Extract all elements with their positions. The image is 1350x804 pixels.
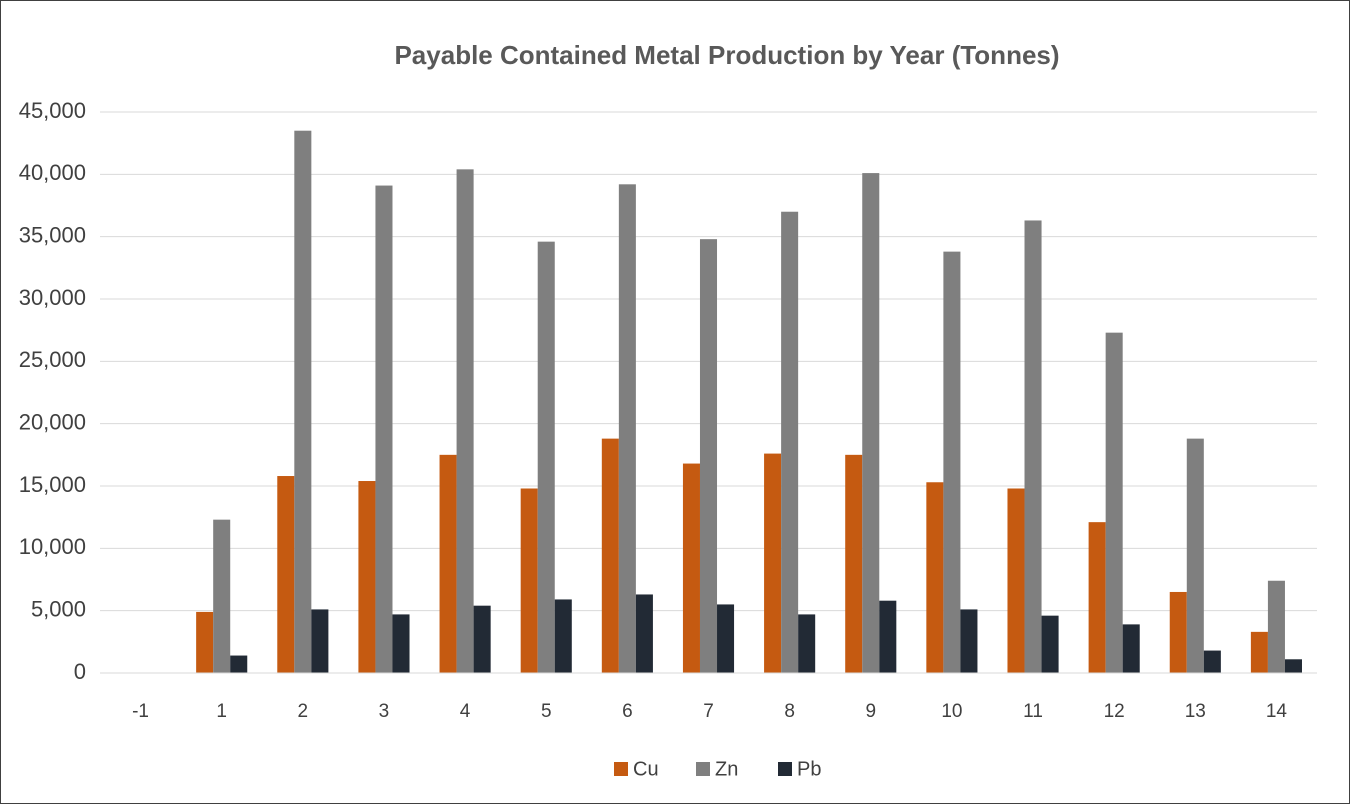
bar [717, 604, 735, 673]
y-tick-label: 45,000 [19, 98, 86, 123]
bar [879, 600, 897, 673]
x-tick-label: 2 [298, 701, 309, 722]
x-tick-label: 5 [541, 701, 552, 722]
bar [682, 463, 700, 673]
bar [537, 241, 555, 674]
x-tick-label: 9 [865, 701, 876, 722]
chart-title: Payable Contained Metal Production by Ye… [394, 40, 1059, 70]
y-tick-label: 10,000 [19, 534, 86, 559]
bar [1105, 332, 1123, 673]
x-tick-label: 3 [379, 701, 390, 722]
x-tick-label: 1 [216, 701, 227, 722]
x-tick-label: 13 [1185, 701, 1206, 722]
bar [311, 609, 329, 673]
y-tick-label: 0 [74, 659, 86, 684]
bar [392, 614, 410, 673]
x-tick-label: 12 [1104, 701, 1125, 722]
y-tick-label: 40,000 [19, 160, 86, 185]
y-tick-label: 25,000 [19, 347, 86, 372]
bar [439, 454, 457, 673]
bar [635, 594, 653, 673]
bar [764, 453, 782, 673]
bar [1250, 631, 1268, 673]
y-tick-label: 30,000 [19, 285, 86, 310]
x-tick-label: 10 [941, 701, 962, 722]
bar [798, 614, 816, 673]
legend-label: Pb [797, 758, 821, 780]
y-tick-label: 20,000 [19, 409, 86, 434]
bar [845, 454, 863, 673]
bar [1169, 591, 1187, 673]
bar [456, 169, 474, 673]
bar [781, 211, 799, 673]
bar [1267, 580, 1285, 673]
x-tick-label: 7 [703, 701, 714, 722]
x-tick-label: 6 [622, 701, 633, 722]
bar [473, 605, 491, 673]
bar [862, 173, 880, 673]
bar [196, 611, 214, 673]
bar [1284, 659, 1302, 673]
bar [1122, 624, 1140, 673]
bar [230, 655, 248, 673]
legend-label: Zn [715, 758, 738, 780]
x-tick-label: 11 [1023, 701, 1043, 722]
bar [554, 599, 572, 673]
bar [1088, 522, 1106, 673]
bar [601, 438, 619, 673]
bar [943, 251, 961, 674]
bar [1186, 438, 1204, 673]
bar [1041, 615, 1059, 673]
legend-swatch [614, 762, 628, 776]
bar [960, 609, 978, 673]
y-tick-label: 35,000 [19, 222, 86, 247]
x-tick-label: 8 [784, 701, 795, 722]
y-tick-label: 15,000 [19, 472, 86, 497]
x-tick-label: 4 [460, 701, 471, 722]
bar [213, 519, 231, 673]
bar [294, 130, 312, 673]
bar [358, 481, 376, 673]
legend-swatch [696, 762, 710, 776]
x-tick-label: -1 [132, 701, 149, 722]
y-tick-label: 5,000 [31, 596, 86, 621]
bar [520, 488, 538, 673]
bar [1203, 650, 1221, 673]
bar [699, 239, 718, 673]
bar [618, 184, 636, 673]
bar [1024, 220, 1042, 673]
x-tick-label: 14 [1266, 701, 1288, 722]
legend-swatch [778, 762, 792, 776]
bar [375, 185, 393, 673]
bar [277, 476, 295, 673]
bar [926, 482, 944, 673]
legend-label: Cu [633, 758, 659, 780]
bar [1007, 488, 1025, 673]
